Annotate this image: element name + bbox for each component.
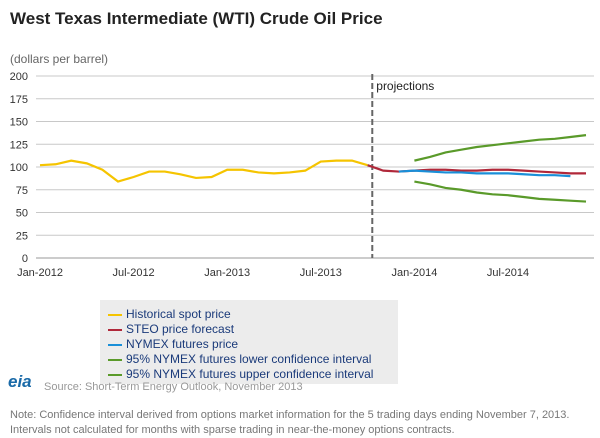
series-line-4 [414,134,587,162]
y-tick-label: 200 [10,71,28,83]
legend-swatch [108,358,122,361]
y-tick-label: 100 [10,162,28,174]
series-line-2 [398,169,571,178]
legend-label: 95% NYMEX futures lower confidence inter… [126,352,372,366]
note-line-1: Note: Confidence interval derived from o… [10,409,570,421]
legend-item: NYMEX futures price [108,337,238,351]
legend-item: 95% NYMEX futures upper confidence inter… [108,367,373,381]
legend-item: STEO price forecast [108,322,234,336]
y-tick-label: 150 [10,117,28,129]
source-text: Source: Short-Term Energy Outlook, Novem… [44,381,303,393]
y-tick-label: 50 [16,208,28,220]
x-tick-label: Jul-2013 [300,267,342,279]
y-axis-label: (dollars per barrel) [10,52,109,66]
y-tick-label: 175 [10,94,28,106]
legend-swatch [108,343,122,346]
x-tick-label: Jan-2014 [391,267,437,279]
legend-label: STEO price forecast [126,322,235,336]
y-tick-label: 75 [16,185,28,197]
x-tick-label: Jul-2014 [487,267,529,279]
footnote: Note: Confidence interval derived from o… [10,408,569,438]
series-line-3 [414,180,587,203]
note-line-2: Intervals not calculated for months with… [10,424,455,436]
y-tick-label: 25 [16,230,28,242]
legend-label: 95% NYMEX futures upper confidence inter… [126,367,374,381]
chart-title: West Texas Intermediate (WTI) Crude Oil … [10,9,383,28]
x-tick-label: Jan-2012 [17,267,63,279]
legend: Historical spot price STEO price forecast… [100,300,398,384]
legend-label: NYMEX futures price [126,337,239,351]
legend-item: Historical spot price [108,307,231,321]
y-tick-label: 125 [10,139,28,151]
series-line-0 [39,159,368,183]
legend-swatch [108,328,122,331]
projections-label: projections [376,79,434,93]
legend-item: 95% NYMEX futures lower confidence inter… [108,352,371,366]
legend-swatch [108,313,122,316]
x-tick-label: Jan-2013 [204,267,250,279]
legend-label: Historical spot price [126,307,231,321]
chart-area: 0 25 50 75 100 125 150 175 200 Jan-2012 Jul-2012 Ja… [10,71,594,279]
y-tick-label: 0 [22,253,28,265]
eia-logo: eia [8,372,32,391]
legend-swatch [108,373,122,376]
x-tick-label: Jul-2012 [112,267,154,279]
